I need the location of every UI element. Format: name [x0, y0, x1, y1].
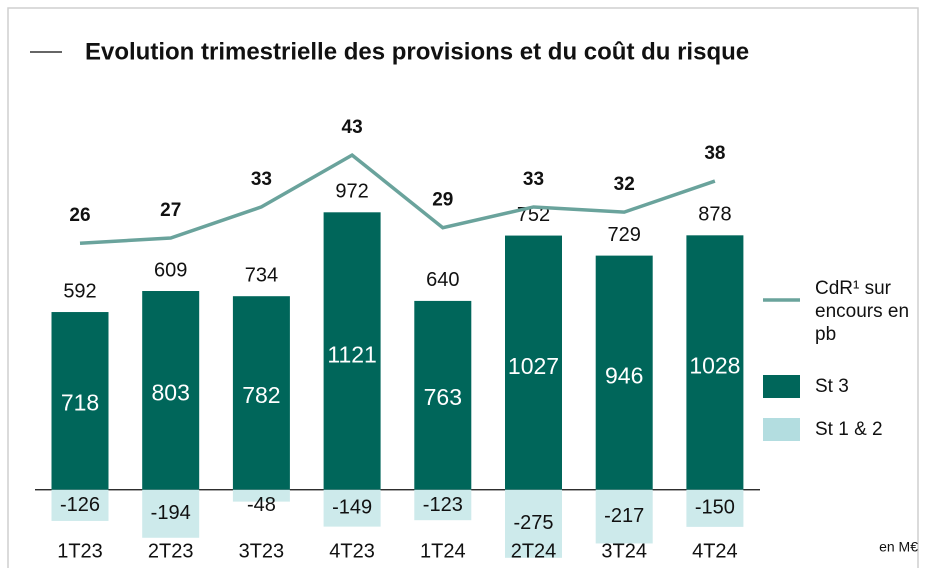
bar-st12: [414, 489, 472, 521]
line-cdr: [79, 153, 716, 245]
bar-label: -194: [151, 502, 191, 524]
line-label: 26: [69, 205, 90, 226]
bar-st12: [505, 489, 562, 558]
bar-st3: [51, 312, 109, 490]
line-label: 32: [614, 174, 635, 195]
bar-st12: [142, 489, 200, 538]
x-tick-label: 2T23: [148, 540, 194, 562]
bar-label: -48: [247, 494, 276, 516]
bar-label: 803: [152, 379, 190, 405]
bar-st12: [686, 489, 744, 527]
total-label: 609: [154, 259, 187, 281]
bar-label: 1121: [327, 342, 376, 368]
bar-st3: [232, 296, 290, 490]
bar-label: -126: [60, 494, 100, 516]
bar-st3: [595, 255, 653, 490]
bar-st12: [323, 489, 381, 527]
total-label: 734: [245, 264, 278, 286]
legend-swatch: [763, 375, 800, 398]
x-tick-label: 4T23: [329, 540, 375, 562]
bar-label: -149: [332, 496, 372, 518]
line-label: 33: [251, 169, 272, 190]
bar-st3: [414, 300, 472, 490]
bar-st12: [595, 489, 653, 544]
legend-label: CdR¹ sur encours en pb: [815, 278, 910, 345]
bar-label: -275: [513, 512, 553, 534]
x-tick-label: 4T24: [692, 540, 738, 562]
total-label: 640: [426, 269, 459, 291]
total-label: 729: [608, 224, 641, 246]
bar-label: 782: [242, 382, 280, 408]
frame: [7, 7, 919, 568]
bar-st3: [686, 235, 744, 490]
bar-label: 1028: [689, 353, 740, 379]
bar-label: -217: [604, 505, 644, 527]
legend-label: St 1 & 2: [815, 419, 883, 440]
bar-label: -123: [423, 494, 463, 516]
bar-st3: [323, 212, 381, 490]
x-tick-label: 3T23: [239, 540, 285, 562]
x-tick-label: 1T23: [57, 540, 103, 562]
bar-label: 718: [61, 390, 99, 416]
total-label: 878: [698, 204, 731, 226]
total-label: 972: [335, 181, 368, 203]
line-label: 38: [704, 143, 725, 164]
x-tick-label: 3T24: [601, 540, 647, 562]
line-label: 29: [432, 190, 453, 211]
bar-st12: [51, 489, 109, 521]
bar-label: 763: [424, 384, 462, 410]
line-label: 33: [523, 169, 544, 190]
x-tick-label: 2T24: [511, 540, 557, 562]
line-label: 43: [342, 117, 363, 138]
bar-st3: [505, 235, 562, 490]
line-label: 27: [160, 200, 181, 221]
unit-note: en M€: [879, 539, 918, 555]
bar-label: 1027: [508, 353, 559, 379]
chart-title: Evolution trimestrielle des provisions e…: [85, 38, 749, 65]
legend-label: St 3: [815, 376, 849, 397]
bar-st12: [232, 489, 290, 502]
x-tick-label: 1T24: [420, 540, 466, 562]
bar-label: 946: [605, 362, 643, 388]
total-label: 592: [63, 280, 96, 302]
legend-swatch: [763, 418, 800, 441]
bar-label: -150: [695, 497, 735, 519]
bar-st3: [142, 291, 200, 490]
